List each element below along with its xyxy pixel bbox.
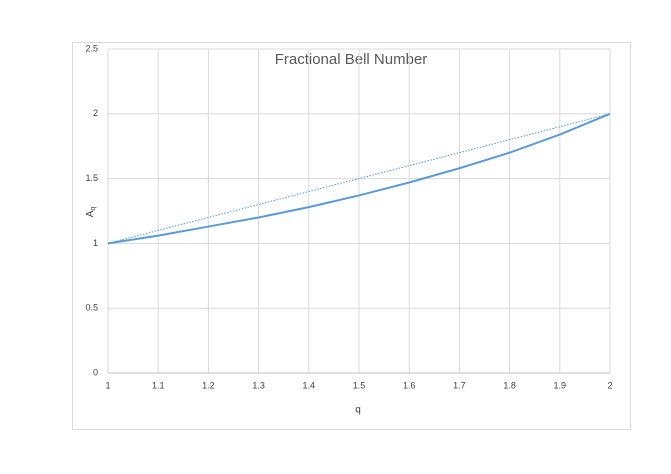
y-tick-label: 0.5 bbox=[85, 303, 98, 313]
y-tick-label: 0 bbox=[93, 367, 98, 377]
y-tick-label: 1.5 bbox=[85, 173, 98, 183]
line-series bbox=[107, 113, 611, 244]
y-tick-label: 2.5 bbox=[85, 43, 98, 53]
x-tick-label: 1.5 bbox=[353, 380, 366, 390]
x-axis-label: q bbox=[355, 405, 361, 416]
x-tick-label: 1.1 bbox=[152, 380, 165, 390]
y-axis-label-main: A bbox=[85, 210, 96, 217]
line-series bbox=[107, 112, 611, 245]
x-tick-label: 1.7 bbox=[453, 380, 466, 390]
x-tick-label: 1.9 bbox=[554, 380, 567, 390]
x-tick-label: 1.4 bbox=[303, 380, 316, 390]
y-tick-label: 2 bbox=[93, 108, 98, 118]
y-axis-label-subscript: q bbox=[90, 207, 97, 211]
x-tick-label: 1.2 bbox=[202, 380, 215, 390]
y-axis-label: Aq bbox=[85, 207, 97, 218]
x-tick-label: 1.3 bbox=[252, 380, 265, 390]
chart-title: Fractional Bell Number bbox=[275, 51, 428, 68]
x-tick-label: 1.8 bbox=[503, 380, 516, 390]
x-tick-label: 1 bbox=[105, 380, 110, 390]
y-tick-label: 1 bbox=[93, 238, 98, 248]
x-tick-label: 1.6 bbox=[403, 380, 416, 390]
x-tick-label: 2 bbox=[607, 380, 612, 390]
chart-border bbox=[72, 42, 631, 430]
